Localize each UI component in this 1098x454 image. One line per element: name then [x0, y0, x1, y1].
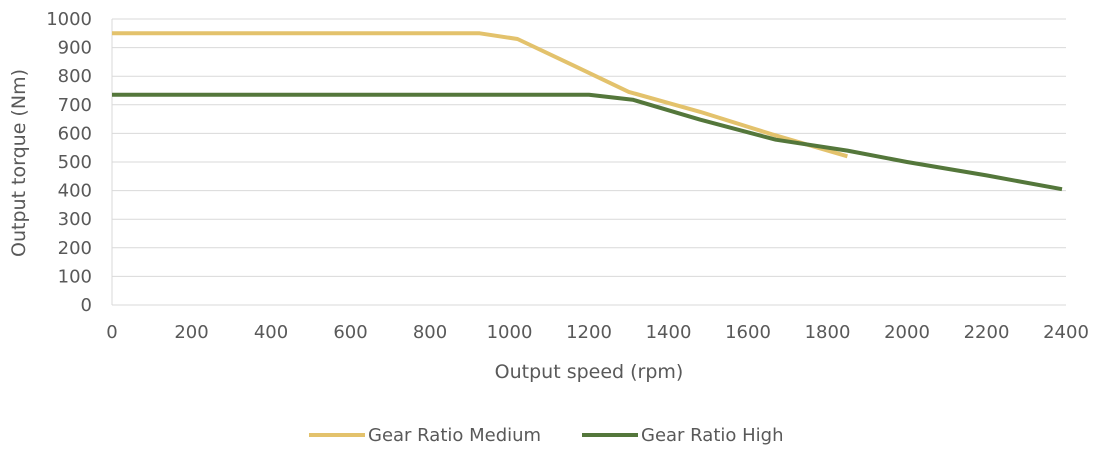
x-tick-label-200: 200	[174, 322, 208, 343]
legend: Gear Ratio Medium Gear Ratio High	[309, 425, 783, 446]
series-lines	[112, 31, 1063, 192]
y-tick-label-900: 900	[58, 38, 92, 59]
y-tick-label-800: 800	[58, 66, 92, 87]
y-tick-label-500: 500	[58, 152, 92, 173]
legend-label-gear-ratio-medium: Gear Ratio Medium	[368, 425, 541, 446]
series-line-gear-ratio-high	[112, 92, 1063, 192]
x-tick-label-0: 0	[106, 322, 117, 343]
x-tick-label-800: 800	[413, 322, 447, 343]
x-tick-label-2400: 2400	[1043, 322, 1089, 343]
y-tick-label-700: 700	[58, 95, 92, 116]
y-tick-labels: 0 100 200 300 400 500 600 700 800 900 1000	[46, 9, 92, 316]
y-tick-label-200: 200	[58, 238, 92, 259]
x-tick-label-400: 400	[254, 322, 288, 343]
x-tick-label-1400: 1400	[646, 322, 692, 343]
y-tick-label-300: 300	[58, 209, 92, 230]
x-tick-labels: 0 200 400 600 800 1000 1200 1400 1600 1800 2000 220…	[106, 322, 1089, 343]
x-tick-label-1000: 1000	[487, 322, 533, 343]
y-tick-label-400: 400	[58, 181, 92, 202]
y-tick-label-600: 600	[58, 123, 92, 144]
x-tick-label-1200: 1200	[566, 322, 612, 343]
x-axis-title: Output speed (rpm)	[495, 361, 684, 383]
x-tick-label-2200: 2200	[964, 322, 1010, 343]
y-tick-label-1000: 1000	[46, 9, 92, 30]
x-tick-label-600: 600	[333, 322, 367, 343]
grid	[111, 18, 1066, 306]
series-line-gear-ratio-medium	[112, 31, 848, 159]
x-tick-label-2000: 2000	[884, 322, 930, 343]
y-tick-label-0: 0	[81, 295, 92, 316]
x-tick-label-1600: 1600	[725, 322, 771, 343]
y-tick-label-100: 100	[58, 266, 92, 287]
x-tick-label-1800: 1800	[805, 322, 851, 343]
legend-label-gear-ratio-high: Gear Ratio High	[641, 425, 783, 446]
y-axis-title: Output torque (Nm)	[8, 69, 30, 257]
